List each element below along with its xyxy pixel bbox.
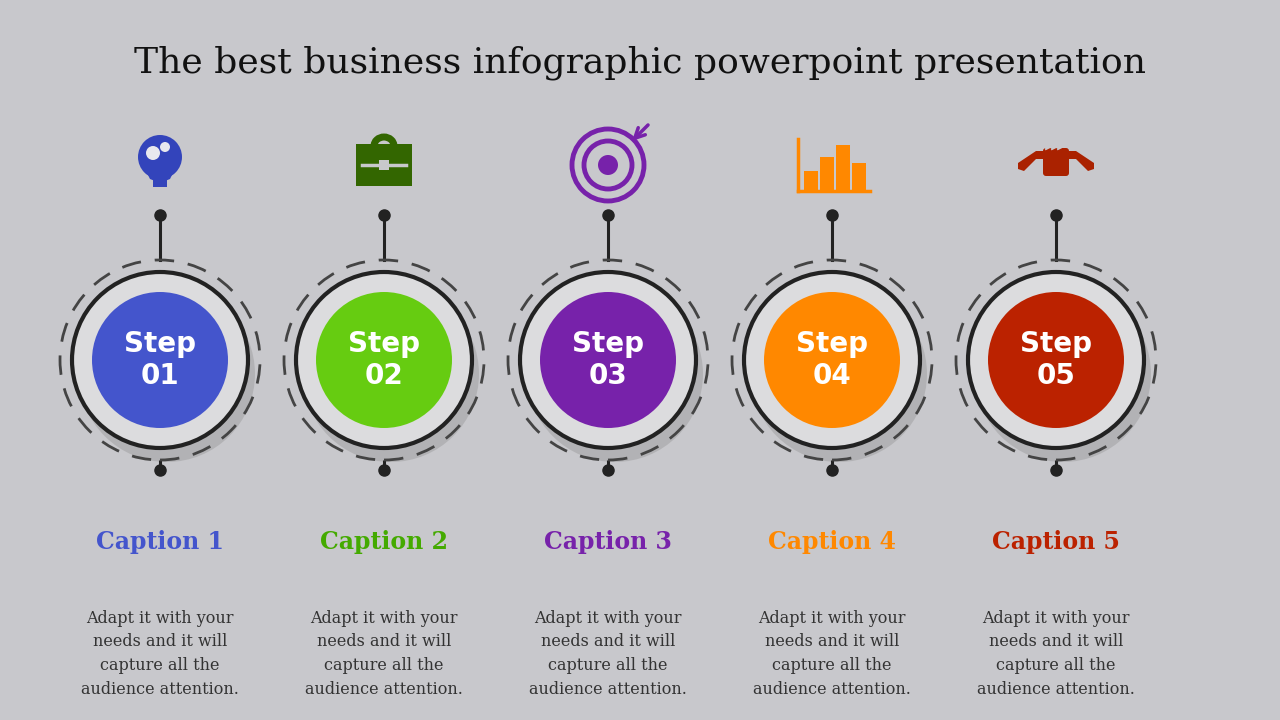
Circle shape [160,142,170,152]
Circle shape [975,286,1151,462]
Circle shape [138,135,182,179]
FancyBboxPatch shape [852,163,867,191]
Text: Adapt it with your
needs and it will
capture all the
audience attention.: Adapt it with your needs and it will cap… [529,610,687,698]
Text: Step
04: Step 04 [796,330,868,390]
FancyBboxPatch shape [1043,148,1069,176]
Text: Adapt it with your
needs and it will
capture all the
audience attention.: Adapt it with your needs and it will cap… [81,610,239,698]
Text: The best business infographic powerpoint presentation: The best business infographic powerpoint… [134,45,1146,79]
Circle shape [764,292,900,428]
Circle shape [303,286,479,462]
Circle shape [988,292,1124,428]
Text: Step
05: Step 05 [1020,330,1092,390]
Circle shape [968,272,1144,448]
Circle shape [296,272,472,448]
Circle shape [316,292,452,428]
FancyBboxPatch shape [154,179,166,187]
Polygon shape [1061,151,1094,171]
Circle shape [744,272,920,448]
Text: Step
01: Step 01 [124,330,196,390]
Circle shape [79,286,255,462]
Circle shape [598,155,618,175]
Circle shape [146,146,160,160]
Text: Caption 4: Caption 4 [768,530,896,554]
Text: Step
02: Step 02 [348,330,420,390]
Circle shape [520,272,696,448]
Text: Caption 5: Caption 5 [992,530,1120,554]
Circle shape [540,292,676,428]
FancyBboxPatch shape [804,171,818,191]
Text: Caption 1: Caption 1 [96,530,224,554]
Polygon shape [1018,151,1051,171]
FancyBboxPatch shape [356,144,412,186]
Polygon shape [143,157,177,183]
Circle shape [92,292,228,428]
FancyBboxPatch shape [836,145,850,191]
Circle shape [751,286,927,462]
Text: Adapt it with your
needs and it will
capture all the
audience attention.: Adapt it with your needs and it will cap… [977,610,1135,698]
Circle shape [72,272,248,448]
Text: Adapt it with your
needs and it will
capture all the
audience attention.: Adapt it with your needs and it will cap… [753,610,911,698]
Circle shape [527,286,703,462]
FancyBboxPatch shape [820,157,835,191]
Text: Adapt it with your
needs and it will
capture all the
audience attention.: Adapt it with your needs and it will cap… [305,610,463,698]
Text: Caption 3: Caption 3 [544,530,672,554]
Text: Step
03: Step 03 [572,330,644,390]
FancyBboxPatch shape [379,160,389,170]
Text: Caption 2: Caption 2 [320,530,448,554]
